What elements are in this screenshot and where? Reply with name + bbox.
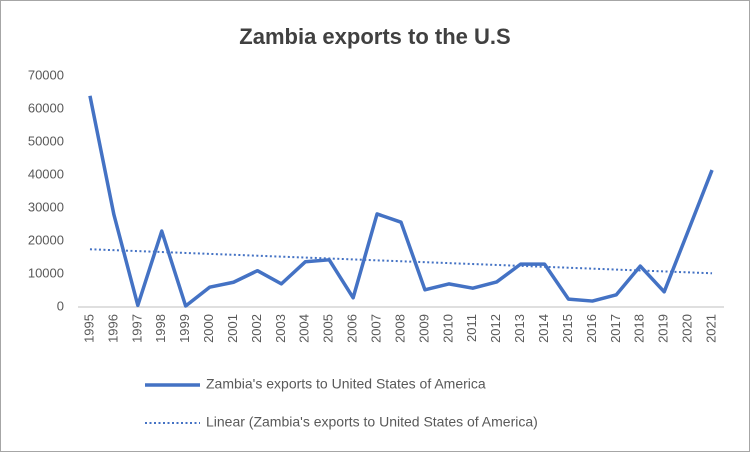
x-tick-label: 1997 — [129, 314, 144, 343]
x-tick-label: 1998 — [153, 314, 168, 343]
x-tick-label: 2001 — [225, 314, 240, 343]
x-tick-label: 2007 — [369, 314, 384, 343]
y-tick-label: 60000 — [28, 100, 64, 115]
x-tick-label: 2019 — [656, 314, 671, 343]
legend-label: Zambia's exports to United States of Ame… — [206, 376, 486, 392]
x-tick-label: 1995 — [81, 314, 96, 343]
x-tick-label: 2016 — [584, 314, 599, 343]
y-tick-label: 0 — [57, 298, 64, 313]
y-tick-label: 10000 — [28, 265, 64, 280]
x-tick-label: 2021 — [703, 314, 718, 343]
y-tick-label: 50000 — [28, 133, 64, 148]
series-line — [89, 248, 713, 275]
x-tick-label: 1996 — [105, 314, 120, 343]
x-tick-label: 1999 — [177, 314, 192, 343]
x-tick-label: 2014 — [536, 314, 551, 343]
x-tick-label: 2009 — [416, 314, 431, 343]
x-tick-label: 2006 — [345, 314, 360, 343]
y-tick-label: 40000 — [28, 166, 64, 181]
chart-title: Zambia exports to the U.S — [239, 24, 510, 49]
x-tick-label: 2015 — [560, 314, 575, 343]
x-tick-label: 2008 — [392, 314, 407, 343]
x-tick-label: 2018 — [632, 314, 647, 343]
x-tick-label: 2000 — [201, 314, 216, 343]
x-tick-label: 2020 — [680, 314, 695, 343]
x-tick-label: 2003 — [273, 314, 288, 343]
x-tick-label: 2004 — [297, 314, 312, 343]
x-tick-label: 2011 — [464, 314, 479, 342]
x-tick-label: 2013 — [512, 314, 527, 343]
y-tick-label: 30000 — [28, 199, 64, 214]
legend-label: Linear (Zambia's exports to United State… — [206, 414, 538, 430]
y-tick-label: 20000 — [28, 232, 64, 247]
x-tick-label: 2002 — [249, 314, 264, 343]
x-tick-label: 2012 — [488, 314, 503, 343]
x-tick-label: 2005 — [321, 314, 336, 343]
y-tick-label: 70000 — [28, 67, 64, 82]
series-line — [88, 95, 714, 308]
x-tick-label: 2010 — [440, 314, 455, 343]
x-tick-label: 2017 — [608, 314, 623, 343]
